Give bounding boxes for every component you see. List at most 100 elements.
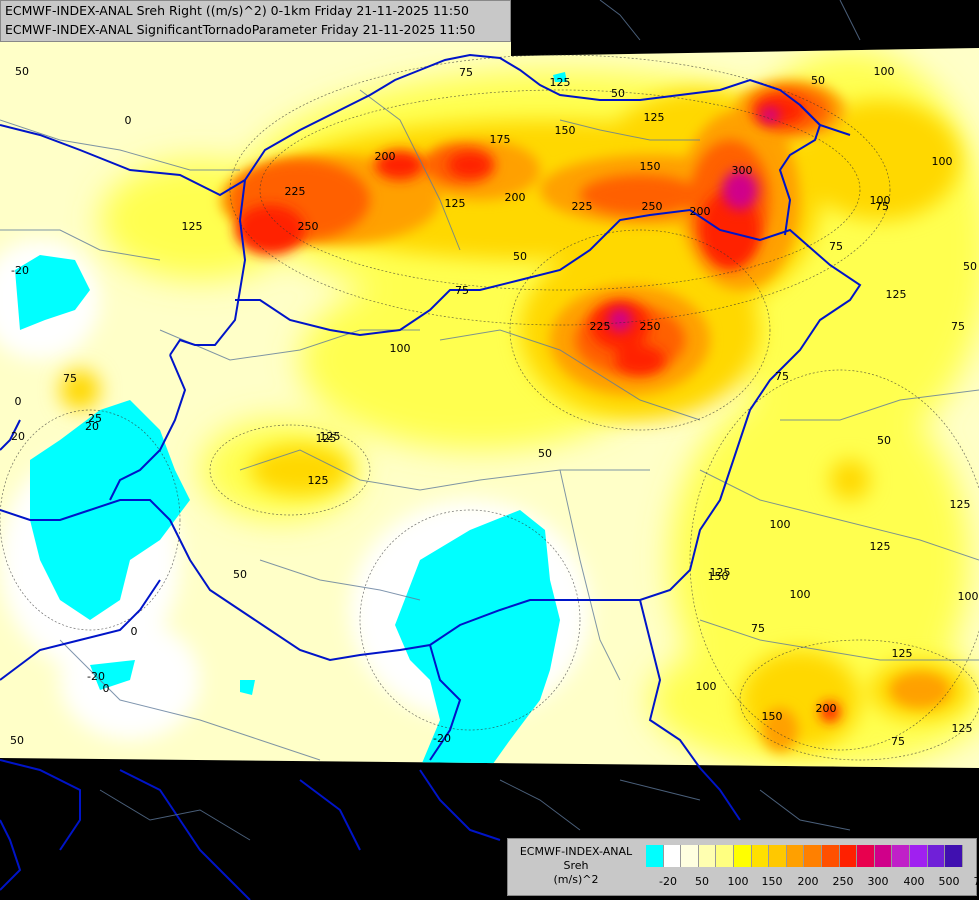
legend-swatch (751, 845, 770, 867)
contour-label: 0 (125, 114, 132, 127)
legend-swatch (698, 845, 717, 867)
legend-title-unit: (m/s)^2 (553, 873, 599, 886)
contour-label: 200 (505, 191, 526, 204)
contour-label: 250 (640, 320, 661, 333)
contour-label: 20 (11, 430, 25, 443)
contour-label: -20 (11, 264, 29, 277)
contour-label: 225 (285, 185, 306, 198)
contour-label: 125 (182, 220, 203, 233)
contour-label: 100 (874, 65, 895, 78)
legend-swatch (821, 845, 840, 867)
contour-label: 250 (642, 200, 663, 213)
contour-label: 150 (708, 570, 729, 583)
contour-label: 100 (790, 588, 811, 601)
contour-label: 0 (103, 682, 110, 695)
contour-label: 75 (455, 284, 469, 297)
contour-label: 125 (550, 76, 571, 89)
contour-label: 100 (932, 155, 953, 168)
contour-label: 125 (952, 722, 973, 735)
legend-title-source: ECMWF-INDEX-ANAL (519, 845, 633, 858)
contour-label: 125 (445, 197, 466, 210)
contour-label: 50 (611, 87, 625, 100)
country-borders (0, 53, 862, 900)
contour-label: 125 (644, 111, 665, 124)
contour-label: 75 (751, 622, 765, 635)
legend-tick-label: 250 (832, 875, 854, 888)
legend-swatches (646, 845, 963, 867)
header-line-2: ECMWF-INDEX-ANAL SignificantTornadoParam… (5, 22, 476, 37)
legend-tick-label: -20 (659, 875, 677, 888)
legend-swatch (892, 845, 910, 867)
contour-label: 100 (390, 342, 411, 355)
contour-label: -20 (87, 670, 105, 683)
contour-label: 200 (816, 702, 837, 715)
contour-label: 50 (963, 260, 977, 273)
contour-label: 100 (696, 680, 717, 693)
contour-label: 250 (298, 220, 319, 233)
contour-label: 50 (10, 734, 24, 747)
contour-label: 300 (732, 164, 753, 177)
legend-swatch (874, 845, 893, 867)
contour-label: 75 (951, 320, 965, 333)
contour-label: 100 (870, 194, 891, 207)
contour-label: 0 (15, 395, 22, 408)
contour-label: 50 (538, 447, 552, 460)
legend-swatch (716, 845, 734, 867)
contour-label: 75 (891, 735, 905, 748)
contour-label: 75 (875, 200, 889, 213)
contour-label: 150 (640, 160, 661, 173)
map-header: ECMWF-INDEX-ANAL Sreh Right ((m/s)^2) 0-… (0, 0, 511, 42)
outside-borders (99, 0, 861, 841)
contour-label: 225 (590, 320, 611, 333)
legend-swatch (733, 845, 752, 867)
contour-label: 125 (320, 430, 341, 443)
contour-label: 50 (233, 568, 247, 581)
contour-label: 200 (375, 150, 396, 163)
sreh-field (0, 42, 979, 768)
legend-swatch (681, 845, 699, 867)
contour-label: 125 (308, 474, 329, 487)
color-legend: ECMWF-INDEX-ANAL Sreh (m/s)^2 -20 50 100 15… (507, 838, 979, 896)
legend-swatch (663, 845, 682, 867)
contour-label: 125 (886, 288, 907, 301)
legend-swatch (769, 845, 787, 867)
contour-label: 75 (829, 240, 843, 253)
contour-label: 100 (958, 590, 979, 603)
contour-label: 20 (85, 420, 99, 433)
legend-tick-label: 400 (903, 875, 925, 888)
contour-label: 150 (762, 710, 783, 723)
legend-title: ECMWF-INDEX-ANAL Sreh (m/s)^2 (512, 845, 640, 887)
header-line-1: ECMWF-INDEX-ANAL Sreh Right ((m/s)^2) 0-… (5, 3, 469, 18)
contour-label: 150 (555, 124, 576, 137)
legend-tick-label: 50 (695, 875, 709, 888)
legend-swatch (804, 845, 822, 867)
legend-tick-label: 500 (938, 875, 960, 888)
contour-label: 50 (877, 434, 891, 447)
legend-ticks: -20 50 100 150 200 250 300 400 500 700 (646, 875, 979, 891)
contour-label: 125 (950, 498, 971, 511)
legend-swatch (857, 845, 875, 867)
contour-label: 75 (63, 372, 77, 385)
contour-label: 50 (513, 250, 527, 263)
legend-swatch (839, 845, 858, 867)
contour-label: 125 (316, 432, 337, 445)
legend-swatch (646, 845, 664, 867)
legend-tick-label: 200 (797, 875, 819, 888)
contour-label: 175 (490, 133, 511, 146)
legend-swatch (927, 845, 946, 867)
contour-label: 0 (131, 625, 138, 638)
contour-label: 125 (892, 647, 913, 660)
contour-label: 75 (459, 66, 473, 79)
contour-label: 50 (15, 65, 29, 78)
contour-label: 100 (770, 518, 791, 531)
contour-label: 200 (690, 205, 711, 218)
contours (0, 54, 979, 761)
legend-tick-label: 700 (973, 875, 979, 888)
contour-label: 50 (811, 74, 825, 87)
legend-swatch (786, 845, 805, 867)
legend-title-param: Sreh (563, 859, 589, 872)
legend-tick-label: 150 (761, 875, 783, 888)
contour-label: 25 (88, 412, 102, 425)
